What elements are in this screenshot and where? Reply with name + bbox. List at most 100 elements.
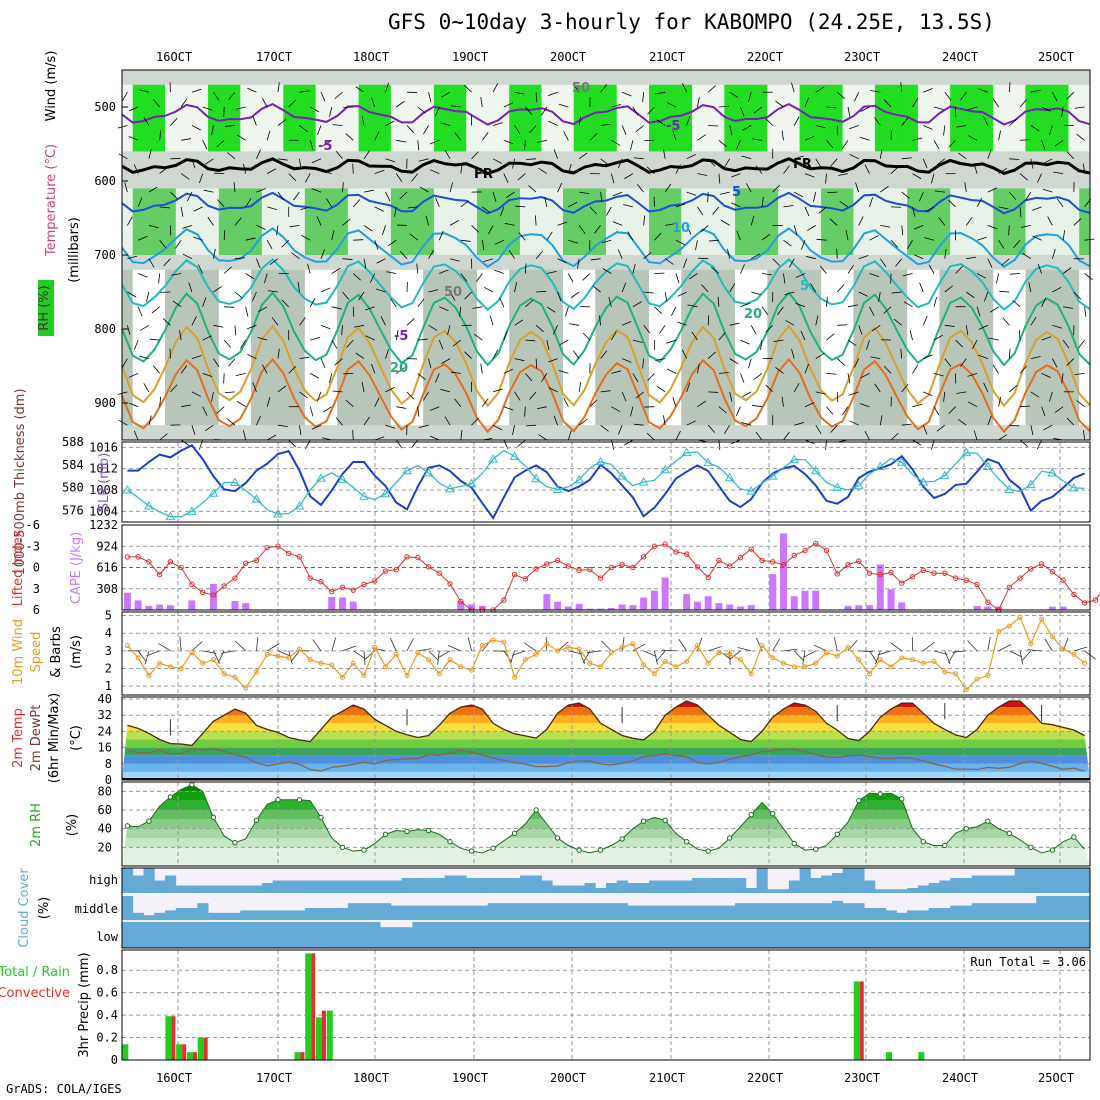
wind-barb-upper [447, 325, 451, 336]
wind-barb-upper [515, 205, 526, 208]
li-marker [1028, 566, 1034, 572]
wind-barb-upper [751, 291, 761, 296]
cloud-bar-high [778, 889, 790, 893]
wind-barb-upper [449, 220, 459, 226]
rh-cell-mid [1046, 188, 1059, 255]
wind-barb-upper [1052, 92, 1058, 102]
slp-marker [617, 471, 627, 480]
li-marker [458, 598, 464, 605]
wind-barb-upper [665, 223, 676, 226]
wind-barb-upper [996, 273, 999, 284]
slp-tick-label: 1008 [89, 483, 118, 497]
wind-barb-upper [761, 273, 772, 276]
wind-barb-upper [707, 158, 716, 167]
rh2m-marker [404, 828, 410, 835]
temp-band [122, 771, 1090, 780]
wind-barb-upper [548, 387, 558, 393]
cloud-axis-label-2: (%) [37, 897, 52, 920]
slp-marker [122, 484, 133, 494]
wind-barb-upper [423, 391, 429, 401]
cloud-bar-high [487, 878, 499, 893]
wind-barb-upper [800, 330, 806, 341]
wind-barb-upper [223, 339, 232, 348]
cloud-bar-low [315, 922, 327, 948]
wind-barb-upper [309, 406, 314, 417]
rh-cell-upper [1003, 84, 1016, 152]
wind-barb-upper [578, 152, 588, 160]
wind-barb-upper [538, 167, 548, 174]
wind-barb-upper [464, 84, 472, 93]
contour-label: 10 [672, 221, 690, 236]
wind-barb-upper [761, 306, 769, 316]
rh-cell-mid [154, 188, 166, 255]
wind10m-marker [641, 662, 647, 668]
slp-marker [810, 465, 821, 475]
rh-cell-upper [713, 84, 725, 152]
wind-barb-upper [773, 339, 784, 342]
cape-bar [747, 605, 755, 610]
wind10m-barb [948, 650, 956, 664]
wind-barb-upper [262, 98, 268, 108]
rh-cell-mid [885, 188, 897, 255]
wind-barb-upper [781, 130, 784, 141]
wind-barb-upper [1084, 273, 1093, 280]
rh-cell-upper [132, 84, 145, 152]
wind-barb-upper [804, 173, 815, 178]
date-label-top: 23OCT [844, 50, 880, 64]
wind-barb-upper [621, 125, 627, 135]
wind10m-marker [296, 646, 302, 652]
rh-cell-low [756, 269, 768, 426]
wind-barb-upper [236, 134, 246, 141]
cloud-bar-middle [444, 905, 456, 920]
wind-barb-upper [741, 422, 752, 426]
wind10m-tick-label: 5 [105, 609, 112, 623]
wind-barb-upper [957, 152, 967, 160]
cloud-bar-low [778, 922, 790, 948]
wind-barb-upper [992, 98, 999, 108]
wind-barb-upper [127, 291, 137, 298]
li-marker [813, 540, 819, 547]
li-marker [511, 571, 518, 578]
li-marker [576, 567, 582, 574]
rh-cell-upper [251, 84, 263, 152]
rh-cell-mid [132, 188, 145, 255]
rh-cell-upper [175, 84, 188, 152]
wind-barb-upper [711, 266, 720, 274]
wind-barb-upper [559, 339, 569, 346]
wind-barb-upper [919, 282, 924, 293]
wind10m-barb [1062, 637, 1069, 651]
cloud-bar-high [444, 875, 456, 893]
rh-cell-upper [347, 84, 360, 152]
cloud-bar-high [584, 883, 596, 893]
wind-barb-upper [578, 115, 582, 126]
wind10m-marker [931, 658, 937, 664]
cloud-bar-high [519, 875, 532, 893]
wind10m-marker [899, 655, 905, 661]
cloud-bar-middle [1036, 896, 1048, 920]
rh-cell-mid [606, 188, 618, 255]
rh-cell-low [670, 269, 682, 426]
wind10m-marker [533, 651, 539, 657]
wind-barb-upper [729, 358, 739, 365]
rh-cell-mid [616, 188, 629, 255]
wind-barb-upper [589, 399, 598, 407]
wind-barb-upper [281, 299, 289, 308]
li-marker [662, 541, 668, 547]
wind-barb-upper [258, 306, 268, 312]
rh-cell-low [552, 269, 564, 426]
wind-barb-upper [1001, 258, 1010, 266]
wind-barb-upper [697, 173, 708, 176]
cloud-bar-high [1025, 868, 1037, 893]
wind-barb-upper [708, 391, 719, 393]
temp-contour-10 [121, 227, 1091, 268]
cloud-bar-high [261, 883, 273, 893]
cloud-bar-high [240, 885, 252, 893]
cloud-bar-low [971, 922, 983, 948]
wind-barb-upper [471, 417, 479, 426]
rh2m-marker [361, 847, 367, 853]
rh-cell-low [186, 269, 198, 426]
wind-barb-upper [989, 306, 999, 313]
wind-barb-upper [698, 257, 709, 260]
cloud-bar-low [1057, 922, 1069, 948]
rh-cell-mid [692, 188, 704, 255]
